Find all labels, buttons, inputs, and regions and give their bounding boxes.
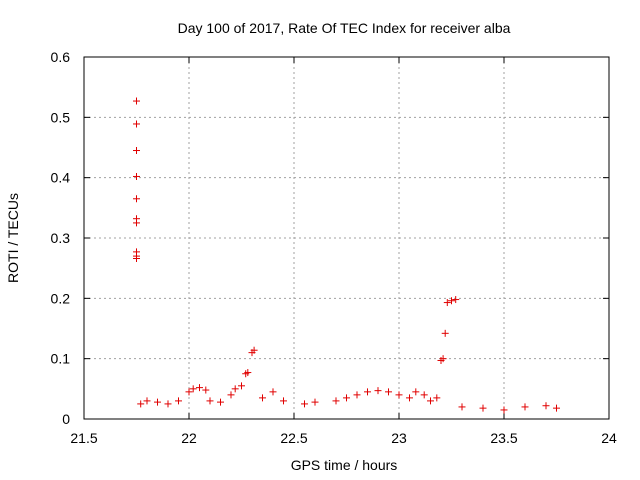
data-point — [280, 397, 287, 405]
data-point — [164, 400, 172, 408]
data-point — [332, 397, 340, 405]
data-point — [231, 385, 239, 393]
data-point — [385, 388, 392, 396]
data-point — [374, 387, 382, 395]
data-point — [133, 147, 140, 155]
data-point — [244, 369, 252, 377]
data-point — [217, 398, 224, 406]
data-point — [133, 120, 140, 128]
x-axis-label: GPS time / hours — [291, 457, 398, 473]
data-point — [137, 400, 145, 408]
data-point — [452, 296, 460, 304]
data-point — [542, 402, 550, 410]
data-point — [196, 384, 203, 392]
data-point — [133, 252, 140, 260]
data-point — [412, 388, 420, 396]
y-tick-label: 0.3 — [51, 230, 71, 246]
y-tick-label: 0.1 — [51, 351, 71, 367]
data-point — [364, 388, 371, 396]
y-tick-label: 0.4 — [51, 170, 71, 186]
data-point — [353, 391, 361, 399]
x-tick-label: 23 — [391, 430, 407, 446]
data-point — [479, 404, 487, 412]
data-point — [343, 394, 350, 402]
data-point — [406, 394, 413, 402]
data-point — [227, 391, 235, 399]
data-point — [269, 388, 277, 396]
y-tick-label: 0.5 — [51, 109, 71, 125]
chart-title: Day 100 of 2017, Rate Of TEC Index for r… — [178, 20, 511, 36]
x-tick-label: 22 — [181, 430, 197, 446]
grid — [84, 57, 609, 419]
data-point — [133, 97, 140, 105]
data-point — [311, 398, 319, 406]
x-tick-label: 21.5 — [70, 430, 97, 446]
data-point — [202, 386, 210, 394]
x-tick-label: 23.5 — [490, 430, 517, 446]
data-point — [250, 346, 258, 354]
data-point — [189, 385, 197, 393]
y-tick-label: 0 — [62, 411, 70, 427]
x-tick-label: 22.5 — [280, 430, 307, 446]
y-axis-label: ROTI / TECUs — [5, 193, 21, 283]
data-point — [301, 400, 308, 408]
y-tick-label: 0.2 — [51, 290, 71, 306]
data-point — [185, 388, 193, 396]
data-point — [238, 382, 245, 390]
data-point — [259, 394, 266, 402]
data-point — [133, 195, 140, 203]
data-point — [458, 403, 466, 411]
axis-ticks — [83, 56, 610, 420]
data-point — [433, 394, 441, 402]
data-point — [395, 391, 403, 399]
y-tick-label: 0.6 — [51, 49, 71, 65]
data-points — [133, 97, 560, 414]
data-point — [420, 391, 428, 399]
data-point — [133, 172, 140, 180]
data-point — [448, 297, 455, 305]
data-point — [143, 397, 151, 405]
data-point — [427, 397, 434, 405]
data-point — [439, 355, 447, 363]
data-point — [206, 397, 214, 405]
data-point — [521, 403, 529, 411]
data-point — [133, 219, 140, 227]
x-tick-label: 24 — [601, 430, 617, 446]
data-point — [154, 398, 161, 406]
data-point — [500, 406, 508, 414]
data-point — [441, 329, 449, 337]
data-point — [443, 299, 451, 307]
data-point — [175, 397, 182, 405]
tick-labels: 21.5 22 22.5 23 23.5 24 0 0.1 0.2 0.3 0.4 0.5 0.6 — [51, 49, 617, 446]
data-point — [553, 404, 560, 412]
